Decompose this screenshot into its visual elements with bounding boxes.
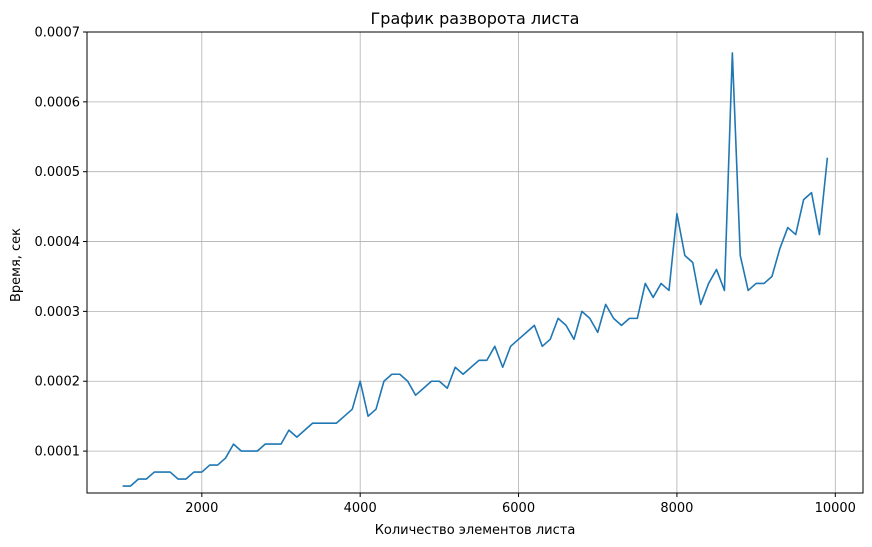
- x-tick-label: 2000: [185, 501, 218, 516]
- x-tick-label: 10000: [815, 501, 856, 516]
- x-tick-label: 6000: [502, 501, 535, 516]
- series-line-0: [122, 52, 829, 487]
- y-axis-ticks: 0.0001 0.0002 0.0003 0.0004 0.0005 0.0006 0.00…: [35, 26, 87, 460]
- y-tick-label: 0.0004: [35, 235, 81, 250]
- y-tick-label: 0.0005: [35, 165, 81, 180]
- y-tick-label: 0.0002: [35, 375, 81, 390]
- x-axis-label: Количество элементов листа: [375, 523, 576, 538]
- y-tick-label: 0.0007: [35, 26, 81, 41]
- x-tick-label: 4000: [344, 501, 377, 516]
- x-axis-ticks: 2000 4000 6000 8000 10000: [185, 493, 856, 516]
- y-axis-label: Время, сек: [9, 228, 24, 302]
- y-tick-label: 0.0001: [35, 445, 81, 460]
- series-line-layer: [122, 52, 829, 487]
- y-tick-label: 0.0006: [35, 95, 81, 110]
- chart-title: График разворота листа: [371, 9, 580, 28]
- x-tick-label: 8000: [660, 501, 693, 516]
- y-tick-label: 0.0003: [35, 305, 81, 320]
- plot-frame: [86, 31, 864, 494]
